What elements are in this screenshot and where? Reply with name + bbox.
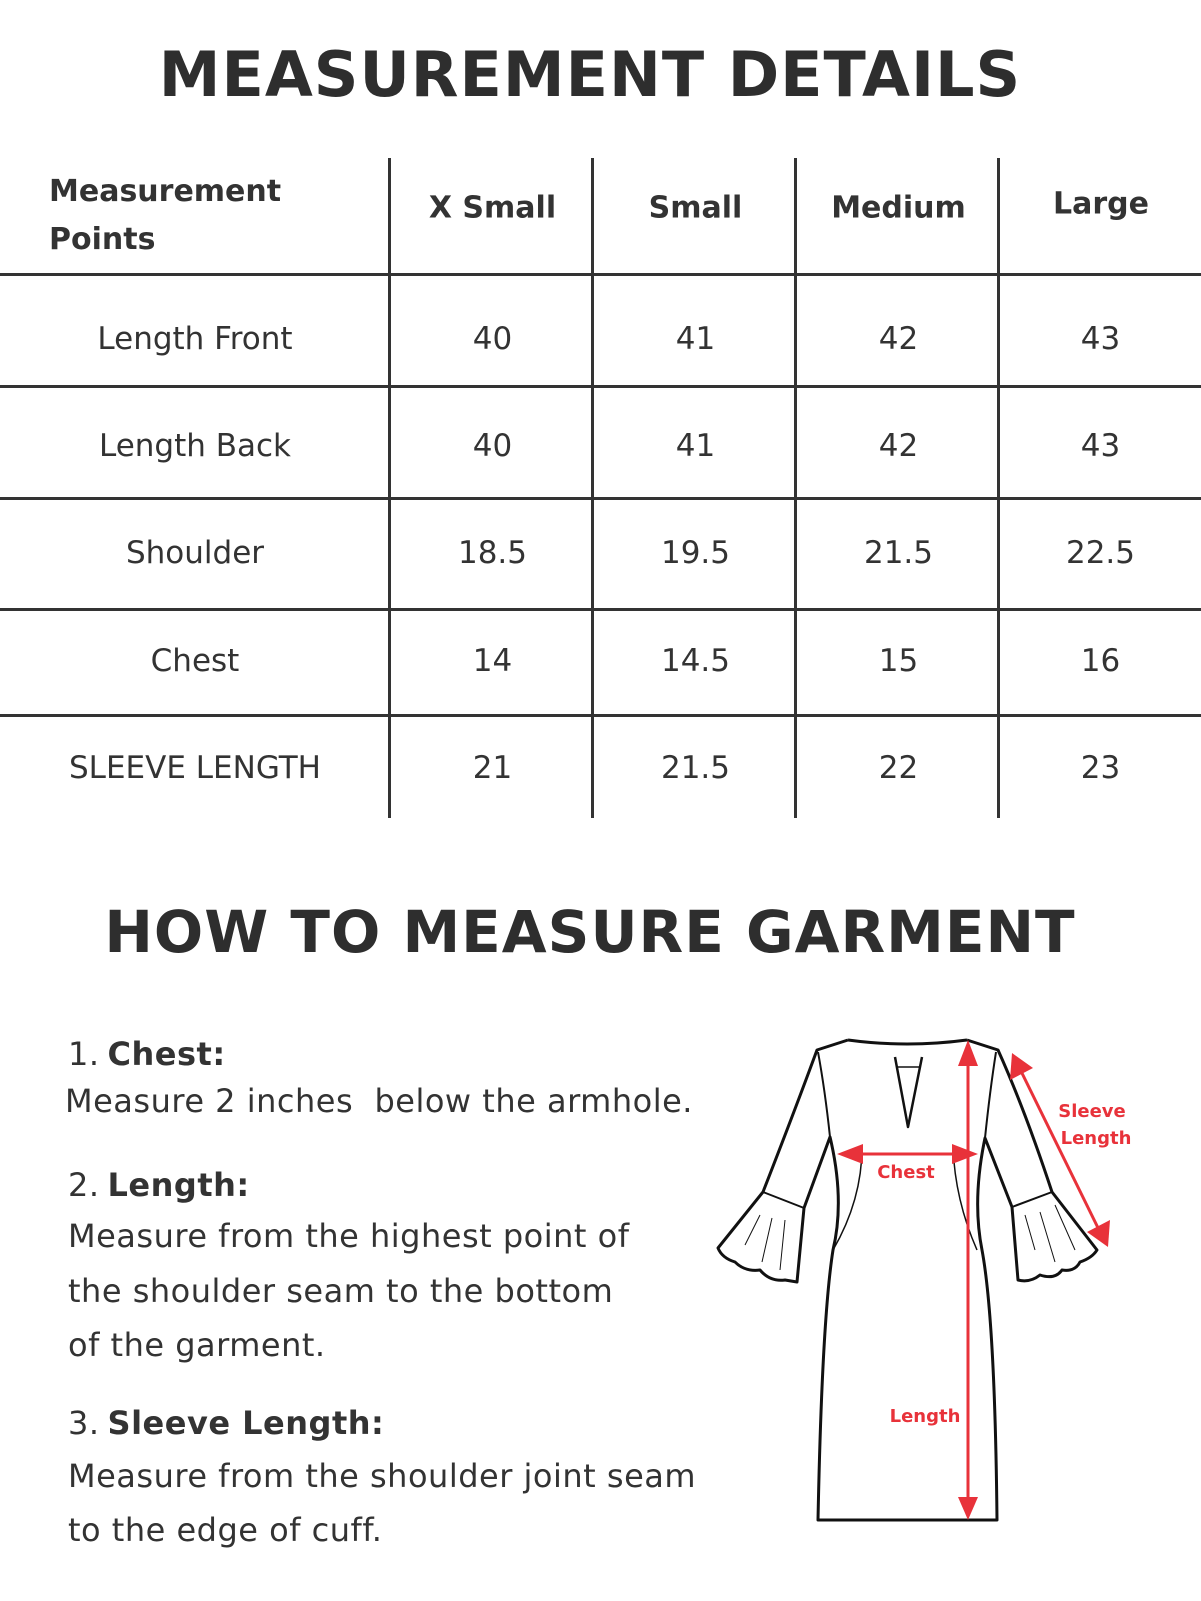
cell-value: 16 — [1080, 643, 1121, 679]
cell-value: 40 — [472, 321, 513, 357]
header-x-small: X Small — [428, 190, 557, 226]
step-name: Sleeve Length: — [107, 1404, 385, 1442]
header-line-2: Points — [49, 222, 156, 257]
cell-value: 21.5 — [660, 750, 731, 786]
cell-value: 42 — [878, 428, 919, 464]
cell-value: 14 — [472, 643, 513, 679]
section-title: HOW TO MEASURE GARMENT — [104, 898, 1076, 966]
cell-value: 42 — [878, 321, 919, 357]
chest-arrow — [837, 1144, 978, 1164]
cell-value: 21.5 — [863, 535, 934, 571]
step-number: 3. — [68, 1404, 100, 1442]
cell-value: 22 — [878, 750, 919, 786]
sleeve-label-line-1: Sleeve — [1058, 1101, 1126, 1122]
row-label: Chest — [150, 643, 240, 679]
header-line-1: Measurement — [49, 174, 282, 209]
cell-value: 21 — [472, 750, 513, 786]
cell-value: 22.5 — [1065, 535, 1136, 571]
cell-value: 18.5 — [457, 535, 528, 571]
cell-value: 40 — [472, 428, 513, 464]
step-description: to the edge of cuff. — [68, 1511, 383, 1549]
header-small: Small — [648, 190, 743, 226]
row-label: Length Front — [97, 321, 293, 357]
divider — [0, 608, 1201, 611]
divider — [388, 158, 391, 818]
sleeve-label-line-2: Length — [1061, 1128, 1132, 1149]
length-label: Length — [890, 1406, 961, 1427]
step-number: 2. — [68, 1166, 100, 1204]
divider — [0, 385, 1201, 388]
chest-label: Chest — [877, 1162, 935, 1183]
header-medium: Medium — [831, 190, 966, 226]
page-title: MEASUREMENT DETAILS — [158, 38, 1022, 111]
step-number: 1. — [68, 1035, 100, 1073]
row-label: Length Back — [98, 428, 292, 464]
cell-value: 43 — [1080, 321, 1121, 357]
step-heading: 3. Sleeve Length: — [68, 1404, 384, 1442]
length-arrow — [958, 1040, 978, 1520]
step-name: Length: — [107, 1166, 250, 1204]
divider — [591, 158, 594, 818]
cell-value: 41 — [675, 428, 716, 464]
cell-value: 23 — [1080, 750, 1121, 786]
cell-value: 14.5 — [660, 643, 731, 679]
step-description: Measure from the highest point of — [68, 1217, 630, 1255]
step-description: Measure 2 inches below the armhole. — [65, 1082, 693, 1120]
divider — [0, 273, 1201, 276]
sleeve-length-arrow — [1010, 1053, 1110, 1247]
cell-value: 19.5 — [660, 535, 731, 571]
divider — [997, 158, 1000, 818]
step-description: Measure from the shoulder joint seam — [68, 1457, 697, 1495]
step-description: the shoulder seam to the bottom — [68, 1272, 614, 1310]
step-name: Chest: — [107, 1035, 226, 1073]
cell-value: 43 — [1080, 428, 1121, 464]
cell-value: 41 — [675, 321, 716, 357]
step-heading: 2. Length: — [68, 1166, 250, 1204]
step-heading: 1. Chest: — [68, 1035, 226, 1073]
header-measurement-points: Measurement Points — [49, 168, 281, 264]
row-label: SLEEVE LENGTH — [69, 750, 321, 786]
row-label: Shoulder — [125, 535, 265, 571]
cell-value: 15 — [878, 643, 919, 679]
step-description: of the garment. — [68, 1326, 326, 1364]
header-large: Large — [1053, 186, 1149, 222]
divider — [0, 497, 1201, 500]
divider — [0, 714, 1201, 717]
divider — [794, 158, 797, 818]
